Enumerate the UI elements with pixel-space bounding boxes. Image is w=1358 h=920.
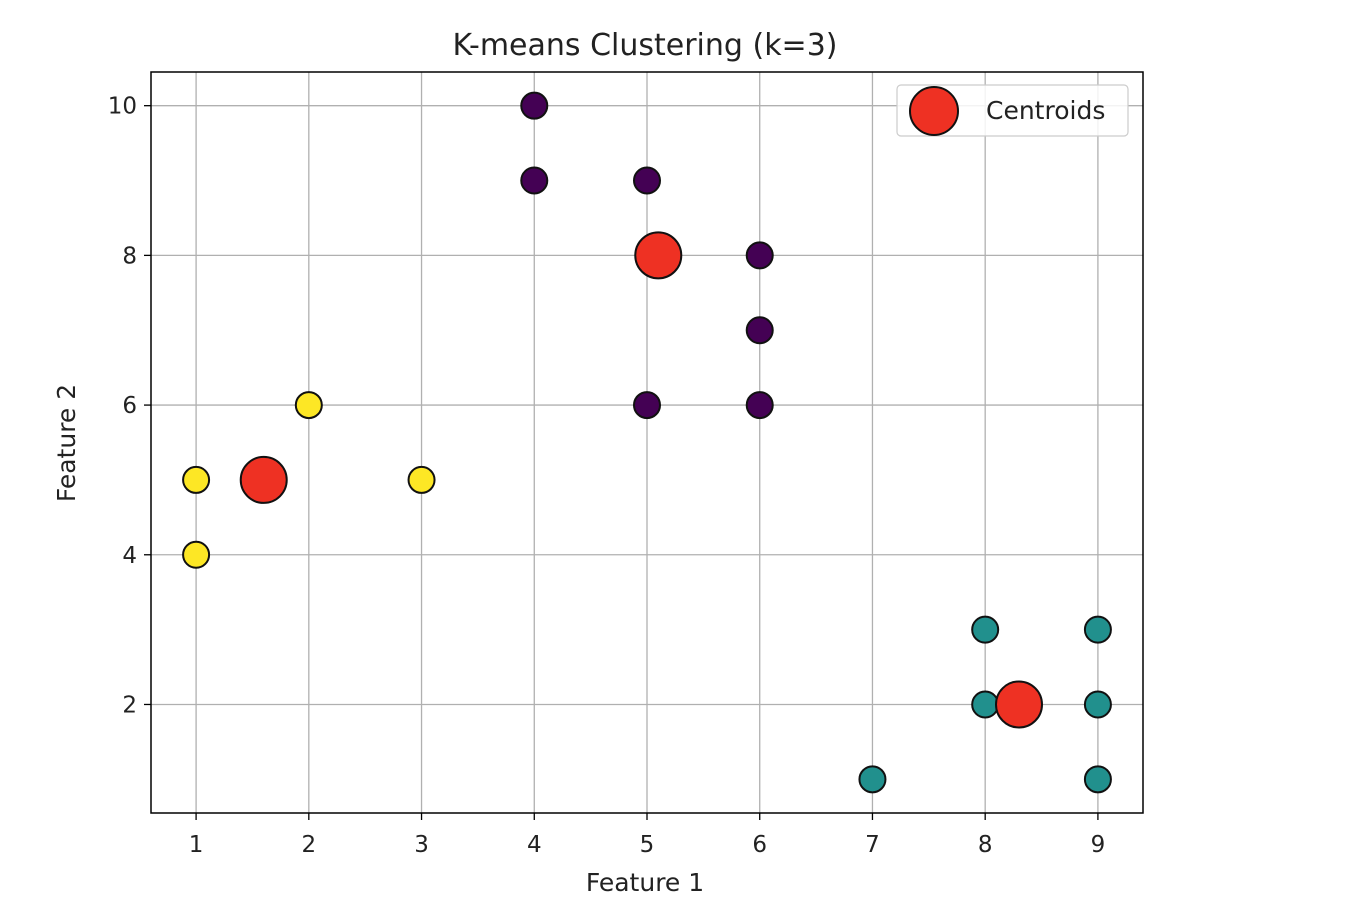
data-point-cluster-1 xyxy=(858,765,887,794)
data-point-cluster-0 xyxy=(633,166,661,195)
x-axis-label: Feature 1 xyxy=(586,868,704,897)
y-tick-label: 6 xyxy=(122,393,137,419)
x-tick-label: 1 xyxy=(189,832,204,858)
data-point-cluster-1 xyxy=(971,690,1000,719)
y-tick-label: 10 xyxy=(108,94,137,120)
x-tick-label: 4 xyxy=(527,832,542,858)
x-tick-label: 7 xyxy=(865,832,880,858)
data-point-cluster-0 xyxy=(633,391,661,420)
y-tick-label: 8 xyxy=(122,243,137,269)
x-tick-label: 8 xyxy=(978,832,993,858)
data-points xyxy=(182,91,1112,794)
y-tick-label: 4 xyxy=(122,543,137,569)
x-tick-label: 2 xyxy=(301,832,316,858)
data-point-cluster-0 xyxy=(745,241,774,270)
data-point-cluster-0 xyxy=(520,91,549,120)
data-point-cluster-2 xyxy=(294,391,323,420)
data-point-cluster-2 xyxy=(182,465,211,494)
data-point-cluster-1 xyxy=(971,615,1000,644)
x-tick-label: 3 xyxy=(414,832,429,858)
x-tick-label: 9 xyxy=(1091,832,1106,858)
centroids xyxy=(239,231,1043,729)
data-point-cluster-0 xyxy=(520,166,549,195)
chart-title: K-means Clustering (k=3) xyxy=(452,28,837,63)
x-tick-label: 6 xyxy=(752,832,767,858)
data-point-cluster-0 xyxy=(745,391,774,420)
data-point-cluster-1 xyxy=(1083,765,1112,794)
legend-entry-centroids: Centroids xyxy=(986,96,1105,125)
data-point-cluster-1 xyxy=(1083,690,1112,719)
data-point-cluster-1 xyxy=(1083,615,1112,644)
y-tick-label: 2 xyxy=(122,692,137,718)
centroid-marker xyxy=(239,455,288,504)
centroid-marker xyxy=(995,680,1043,729)
data-point-cluster-2 xyxy=(407,465,436,494)
legend-centroid-marker xyxy=(909,86,959,136)
x-tick-label: 5 xyxy=(640,832,655,858)
axis-ticks: 1 2 3 4 5 6 7 8 9 2 4 6 8 10 xyxy=(108,94,1106,858)
y-axis-label: Feature 2 xyxy=(52,384,81,502)
data-point-cluster-2 xyxy=(182,540,211,569)
data-point-cluster-0 xyxy=(745,316,774,345)
legend: Centroids xyxy=(896,84,1129,137)
centroid-marker xyxy=(634,231,683,280)
